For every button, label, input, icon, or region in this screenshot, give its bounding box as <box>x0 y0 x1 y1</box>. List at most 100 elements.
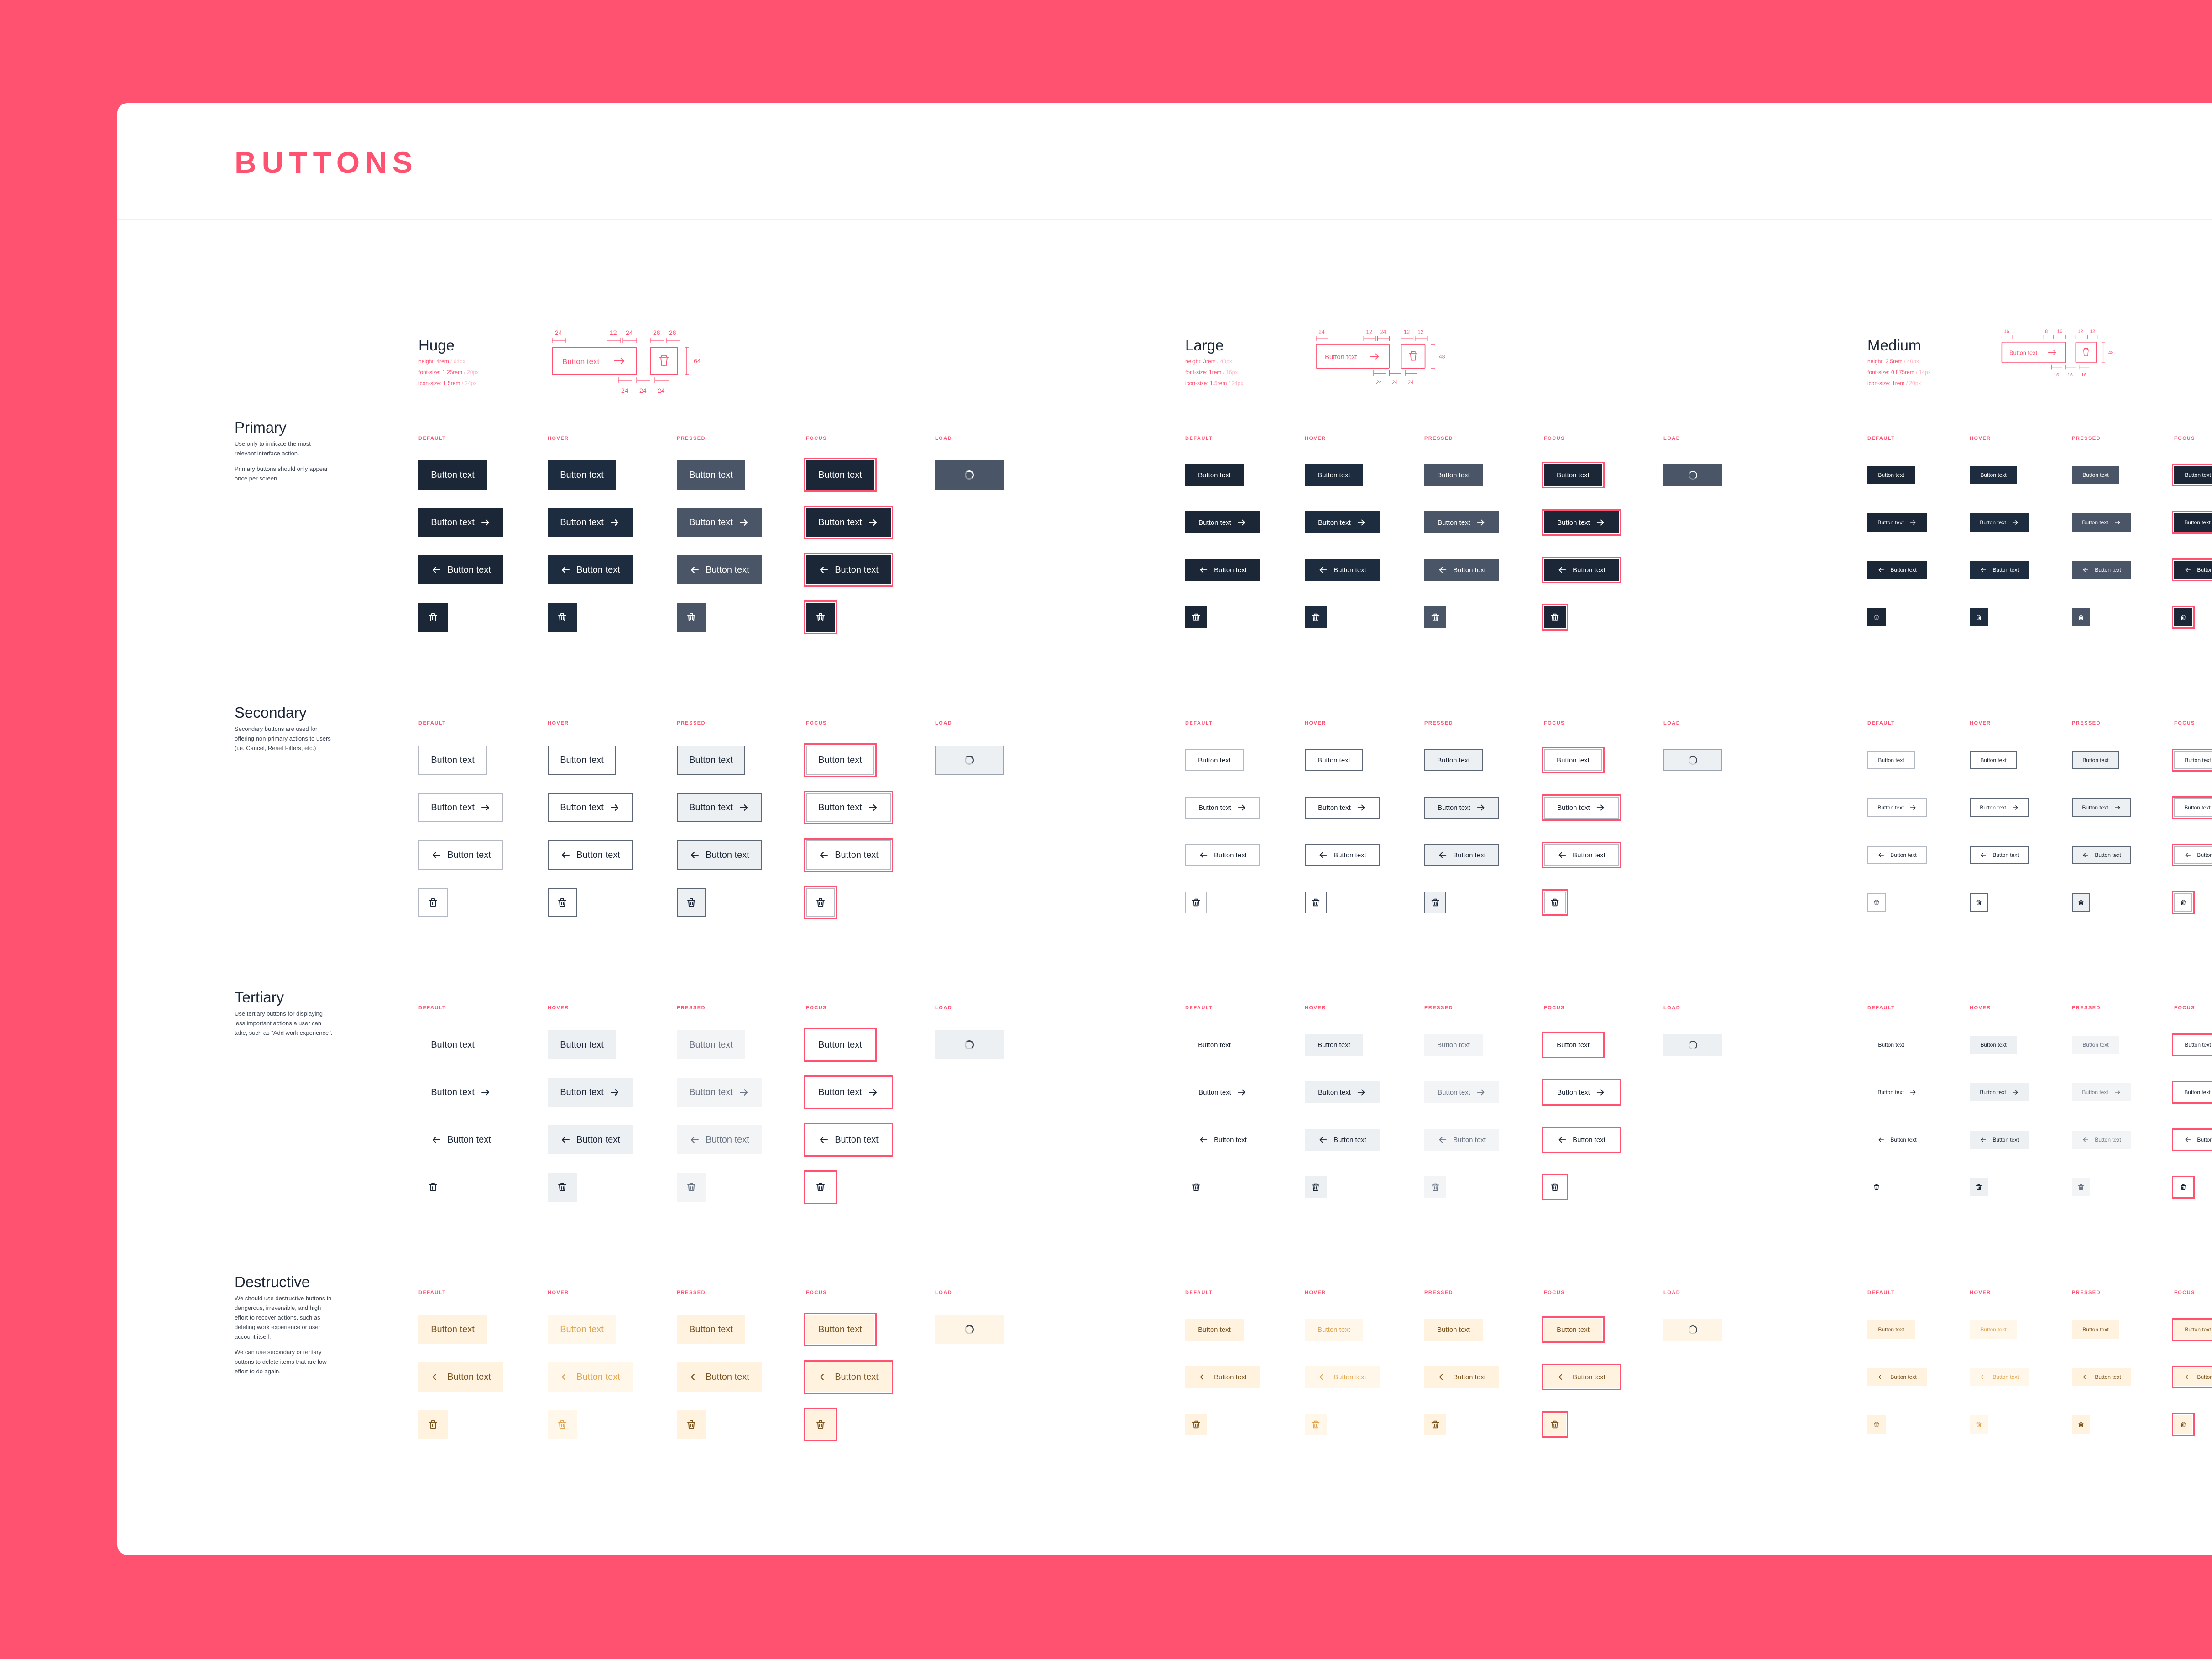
secondary-icon-button-pressed[interactable] <box>677 888 706 917</box>
primary-text-button-focus[interactable]: Button text <box>2172 464 2212 486</box>
secondary-left-button-focus[interactable]: Button text <box>2172 844 2212 866</box>
primary-text-button-focus[interactable]: Button text <box>804 458 877 492</box>
tertiary-right-button-pressed[interactable]: Button text <box>1424 1081 1499 1103</box>
primary-right-button-pressed[interactable]: Button text <box>2072 513 2131 532</box>
primary-left-button-focus[interactable]: Button text <box>1542 557 1621 583</box>
primary-icon-button-hover[interactable] <box>1305 606 1327 628</box>
tertiary-right-button-hover[interactable]: Button text <box>548 1078 633 1107</box>
destructive-text-button-pressed[interactable]: Button text <box>2072 1320 2119 1339</box>
tertiary-text-button-focus[interactable]: Button text <box>2172 1033 2212 1056</box>
primary-text-button-focus[interactable]: Button text <box>1542 462 1605 488</box>
destructive-icon-button-hover[interactable] <box>1970 1415 1988 1434</box>
destructive-icon-button-hover[interactable] <box>1305 1414 1327 1435</box>
primary-right-button-default[interactable]: Button text <box>1867 513 1927 532</box>
secondary-right-button-pressed[interactable]: Button text <box>1424 797 1499 819</box>
destructive-left-button-pressed[interactable]: Button text <box>1424 1366 1499 1388</box>
tertiary-icon-button-pressed[interactable] <box>1424 1176 1446 1198</box>
tertiary-text-button-pressed[interactable]: Button text <box>677 1030 745 1059</box>
destructive-text-button-focus[interactable]: Button text <box>2172 1318 2212 1341</box>
destructive-icon-button-default[interactable] <box>1185 1414 1207 1435</box>
tertiary-right-button-hover[interactable]: Button text <box>1970 1083 2029 1101</box>
primary-right-button-default[interactable]: Button text <box>1185 511 1260 533</box>
secondary-icon-button-default[interactable] <box>418 888 448 917</box>
secondary-right-button-hover[interactable]: Button text <box>1305 797 1380 819</box>
load-button-tertiary[interactable] <box>935 1030 1004 1059</box>
secondary-right-button-default[interactable]: Button text <box>1185 797 1260 819</box>
tertiary-right-button-pressed[interactable]: Button text <box>677 1078 762 1107</box>
tertiary-right-button-pressed[interactable]: Button text <box>2072 1083 2131 1101</box>
secondary-text-button-hover[interactable]: Button text <box>1305 749 1363 771</box>
destructive-left-button-focus[interactable]: Button text <box>2172 1366 2212 1388</box>
secondary-left-button-focus[interactable]: Button text <box>804 838 893 872</box>
destructive-text-button-default[interactable]: Button text <box>1185 1319 1244 1341</box>
secondary-icon-button-hover[interactable] <box>1970 893 1988 912</box>
load-button-secondary[interactable] <box>1663 749 1722 771</box>
secondary-right-button-hover[interactable]: Button text <box>1970 798 2029 817</box>
primary-left-button-hover[interactable]: Button text <box>1305 559 1380 581</box>
tertiary-left-button-hover[interactable]: Button text <box>1305 1129 1380 1151</box>
tertiary-text-button-hover[interactable]: Button text <box>1305 1034 1363 1056</box>
load-button-primary[interactable] <box>935 460 1004 490</box>
destructive-text-button-focus[interactable]: Button text <box>804 1313 877 1346</box>
primary-left-button-hover[interactable]: Button text <box>1970 561 2029 579</box>
tertiary-right-button-default[interactable]: Button text <box>1185 1081 1260 1103</box>
primary-icon-button-pressed[interactable] <box>677 603 706 632</box>
secondary-left-button-default[interactable]: Button text <box>1867 846 1927 864</box>
tertiary-text-button-pressed[interactable]: Button text <box>2072 1036 2119 1054</box>
secondary-text-button-pressed[interactable]: Button text <box>1424 749 1483 771</box>
secondary-left-button-hover[interactable]: Button text <box>548 840 633 870</box>
load-button-destructive[interactable] <box>1663 1319 1722 1341</box>
secondary-text-button-focus[interactable]: Button text <box>1542 747 1605 773</box>
destructive-text-button-hover[interactable]: Button text <box>1970 1320 2017 1339</box>
secondary-icon-button-pressed[interactable] <box>2072 893 2090 912</box>
primary-left-button-pressed[interactable]: Button text <box>2072 561 2131 579</box>
primary-icon-button-focus[interactable] <box>804 600 837 634</box>
load-button-tertiary[interactable] <box>1663 1034 1722 1056</box>
destructive-left-button-default[interactable]: Button text <box>1867 1368 1927 1386</box>
primary-left-button-focus[interactable]: Button text <box>2172 558 2212 581</box>
destructive-text-button-default[interactable]: Button text <box>418 1315 487 1344</box>
secondary-text-button-default[interactable]: Button text <box>1185 749 1244 771</box>
primary-text-button-default[interactable]: Button text <box>1867 466 1915 484</box>
primary-left-button-pressed[interactable]: Button text <box>677 555 762 584</box>
tertiary-right-button-default[interactable]: Button text <box>1867 1083 1927 1101</box>
secondary-right-button-focus[interactable]: Button text <box>1542 794 1621 821</box>
destructive-left-button-focus[interactable]: Button text <box>1542 1364 1621 1390</box>
destructive-icon-button-default[interactable] <box>418 1410 448 1439</box>
secondary-right-button-pressed[interactable]: Button text <box>2072 798 2131 817</box>
primary-left-button-default[interactable]: Button text <box>418 555 503 584</box>
load-button-primary[interactable] <box>1663 464 1722 486</box>
primary-right-button-pressed[interactable]: Button text <box>677 508 762 537</box>
primary-icon-button-focus[interactable] <box>2172 606 2195 629</box>
secondary-icon-button-focus[interactable] <box>2172 891 2195 914</box>
secondary-left-button-pressed[interactable]: Button text <box>2072 846 2131 864</box>
primary-right-button-default[interactable]: Button text <box>418 508 503 537</box>
destructive-text-button-pressed[interactable]: Button text <box>1424 1319 1483 1341</box>
tertiary-right-button-hover[interactable]: Button text <box>1305 1081 1380 1103</box>
tertiary-icon-button-focus[interactable] <box>2172 1176 2195 1199</box>
destructive-left-button-pressed[interactable]: Button text <box>2072 1368 2131 1386</box>
tertiary-text-button-default[interactable]: Button text <box>1867 1036 1915 1054</box>
secondary-left-button-default[interactable]: Button text <box>1185 844 1260 866</box>
primary-left-button-default[interactable]: Button text <box>1185 559 1260 581</box>
destructive-icon-button-focus[interactable] <box>1542 1411 1568 1438</box>
primary-right-button-hover[interactable]: Button text <box>1305 511 1380 533</box>
secondary-text-button-focus[interactable]: Button text <box>804 743 877 777</box>
tertiary-right-button-focus[interactable]: Button text <box>804 1075 893 1109</box>
tertiary-text-button-hover[interactable]: Button text <box>548 1030 616 1059</box>
secondary-right-button-default[interactable]: Button text <box>418 793 503 822</box>
primary-left-button-focus[interactable]: Button text <box>804 553 893 587</box>
secondary-text-button-pressed[interactable]: Button text <box>677 746 745 775</box>
tertiary-left-button-hover[interactable]: Button text <box>548 1125 633 1154</box>
primary-text-button-pressed[interactable]: Button text <box>1424 464 1483 486</box>
destructive-icon-button-pressed[interactable] <box>1424 1414 1446 1435</box>
destructive-text-button-hover[interactable]: Button text <box>1305 1319 1363 1341</box>
tertiary-icon-button-pressed[interactable] <box>677 1173 706 1202</box>
load-button-secondary[interactable] <box>935 746 1004 775</box>
primary-icon-button-hover[interactable] <box>548 603 577 632</box>
destructive-left-button-default[interactable]: Button text <box>1185 1366 1260 1388</box>
tertiary-left-button-pressed[interactable]: Button text <box>2072 1131 2131 1149</box>
tertiary-right-button-focus[interactable]: Button text <box>1542 1079 1621 1106</box>
tertiary-icon-button-hover[interactable] <box>1305 1176 1327 1198</box>
tertiary-left-button-default[interactable]: Button text <box>418 1125 503 1154</box>
